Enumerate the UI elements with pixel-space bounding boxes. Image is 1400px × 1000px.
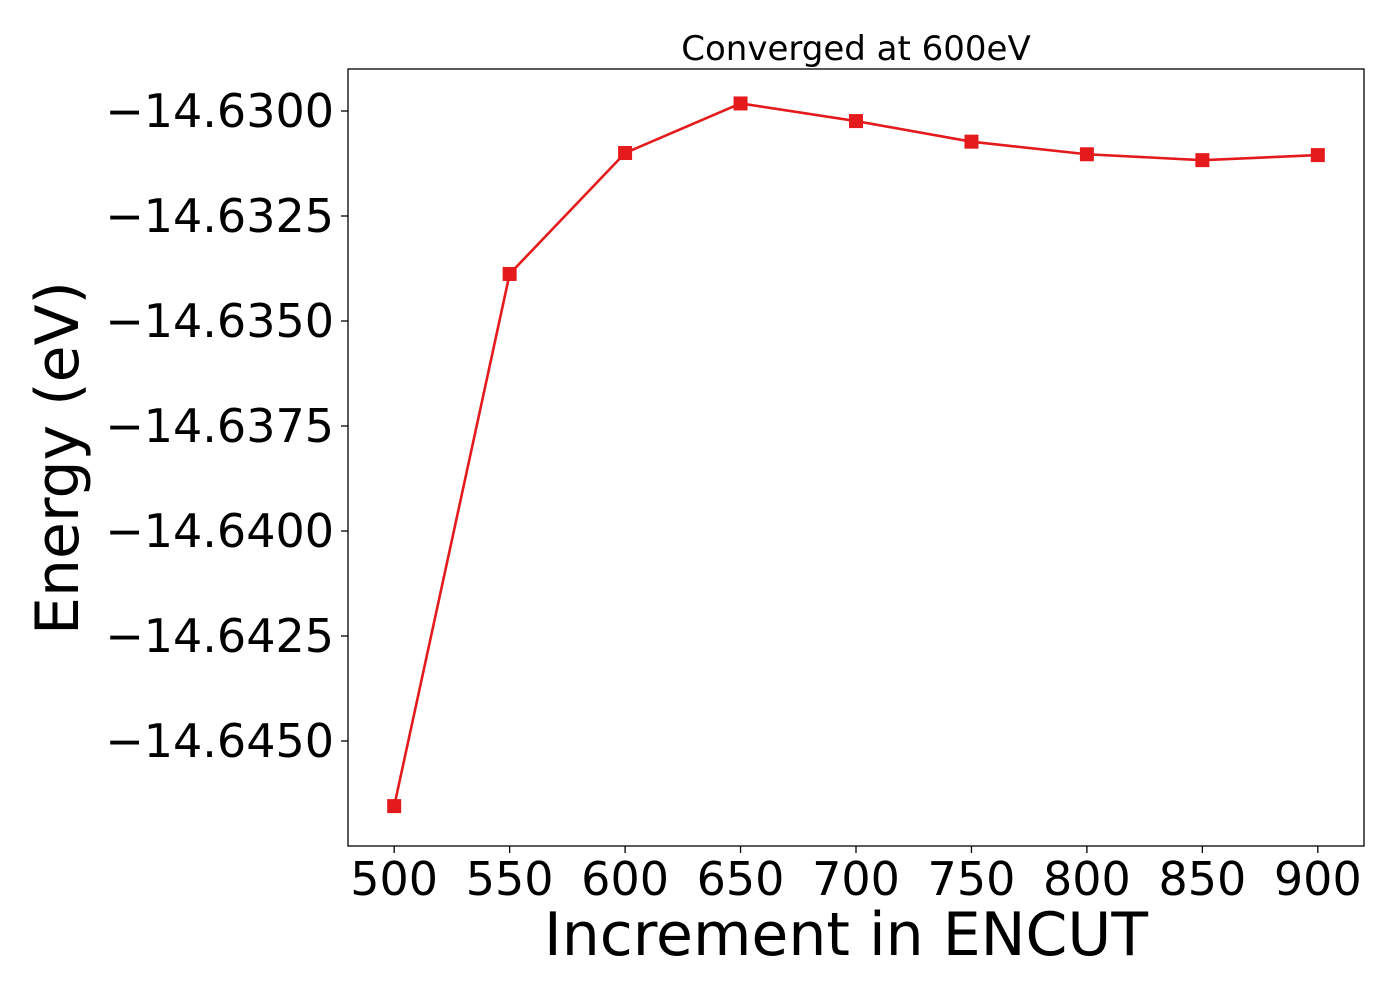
data-point-marker [964, 134, 979, 149]
x-tick-label: 650 [697, 852, 785, 906]
x-tick-label: 550 [466, 852, 554, 906]
data-point-marker [733, 96, 748, 111]
x-tick-label: 700 [812, 852, 900, 906]
y-tick-label: −14.6400 [105, 504, 334, 558]
y-tick-label: −14.6350 [105, 294, 334, 348]
x-tick-label: 800 [1043, 852, 1131, 906]
x-axis-ticks: 500 550 600 650 700 750 800 850 900 [350, 846, 1362, 906]
data-point-marker [1079, 147, 1094, 162]
y-tick-label: −14.6450 [105, 714, 334, 768]
data-point-marker [502, 266, 517, 281]
chart-title: Converged at 600eV [681, 29, 1030, 69]
data-point-marker [849, 114, 863, 129]
x-tick-label: 900 [1274, 852, 1362, 906]
x-tick-label: 750 [928, 852, 1016, 906]
x-axis-title: Increment in ENCUT [544, 900, 1148, 970]
y-tick-label: −14.6375 [105, 399, 334, 453]
data-point-marker [387, 799, 402, 814]
y-axis-ticks: −14.6450 −14.6425 −14.6400 −14.6375 −14.6350… [105, 84, 348, 768]
data-point-marker [1310, 148, 1325, 163]
plot-area-frame [347, 68, 1365, 847]
y-axis-title: Energy (eV) [23, 281, 93, 635]
x-tick-label: 500 [350, 852, 438, 906]
x-tick-label: 850 [1158, 852, 1246, 906]
x-tick-label: 600 [581, 852, 669, 906]
y-tick-label: −14.6425 [105, 609, 334, 663]
data-point-marker [618, 146, 633, 160]
y-tick-label: −14.6300 [105, 84, 334, 138]
series-layer [387, 96, 1325, 814]
data-point-marker [1195, 153, 1210, 168]
y-tick-label: −14.6325 [105, 189, 334, 243]
